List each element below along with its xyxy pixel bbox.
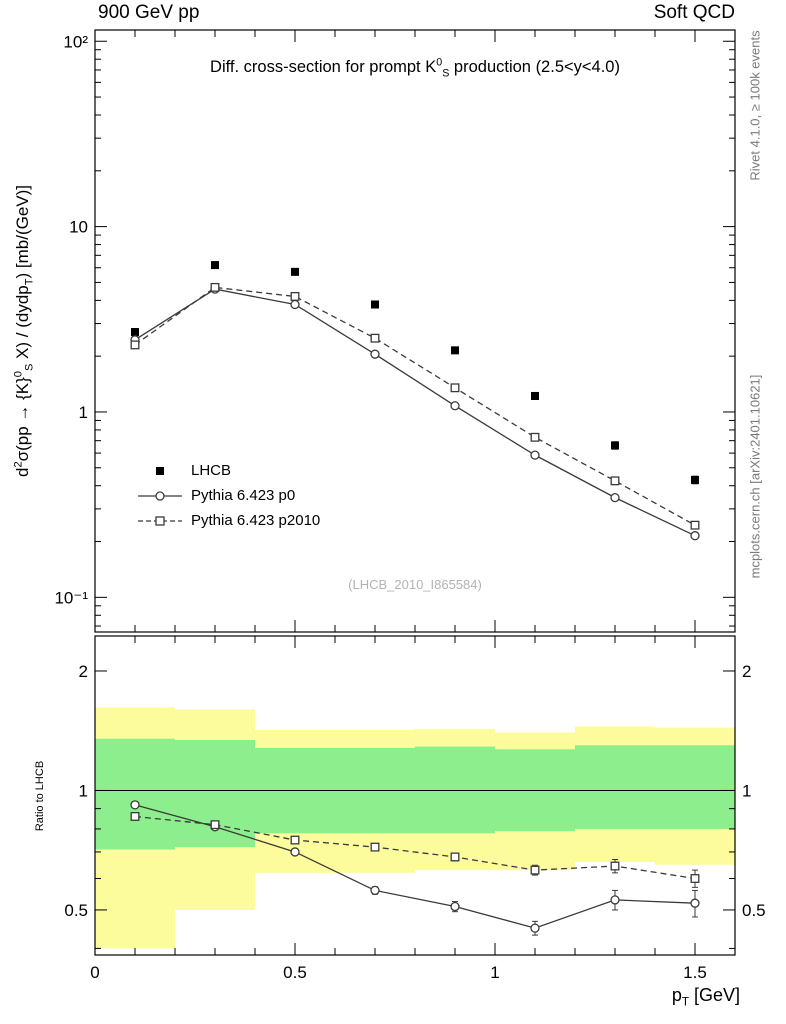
- ratio-y-axis-label-wrap: Ratio to LHCB: [28, 636, 52, 955]
- data-point: [531, 391, 539, 400]
- data-point: [210, 282, 220, 292]
- data-point: [610, 861, 620, 871]
- tick-label: 1: [490, 963, 499, 982]
- analysis-id-watermark: (LHCB_2010_I865584): [348, 577, 482, 592]
- y-axis-label: d2σ(pp → {K}0S X) / (dydpT) [mb/(GeV)]: [12, 184, 36, 478]
- ratio-panel-frame: [94, 635, 736, 956]
- legend: LHCB Pythia 6.423 p0 Pythia 6.423 p2010: [138, 458, 320, 533]
- legend-item-pythia-p0: Pythia 6.423 p0: [138, 483, 320, 508]
- uncertainty-bands: [95, 707, 735, 949]
- data-point: [530, 432, 540, 442]
- data-point: [611, 441, 619, 450]
- tick-labels: 10² 10 1 10⁻¹ 2 2 1 1 0.5 0.5 0 0.5 1 1.5: [54, 32, 765, 982]
- tick-label: 0.5: [283, 963, 307, 982]
- series-pythia-6-423-p2010: [130, 282, 700, 530]
- data-point: [370, 349, 380, 359]
- data-point: [290, 835, 300, 845]
- data-point: [691, 475, 699, 484]
- legend-item-pythia-p2010: Pythia 6.423 p2010: [138, 508, 320, 533]
- rivet-version-note: Rivet 4.1.0, ≥ 100k events: [747, 29, 763, 181]
- legend-label-pythia-p0: Pythia 6.423 p0: [191, 487, 296, 504]
- legend-label-lhcb: LHCB: [191, 462, 232, 479]
- data-point: [610, 492, 620, 503]
- filled-square-marker-icon: [156, 466, 164, 475]
- legend-item-lhcb: LHCB: [138, 458, 320, 483]
- plot-title: Diff. cross-section for prompt K0S produ…: [210, 56, 620, 80]
- rivet-note-wrap: Rivet 4.1.0, ≥ 100k events: [740, 30, 770, 180]
- tick-label: 0.5: [742, 901, 766, 920]
- ratio-y-axis-label: Ratio to LHCB: [34, 760, 46, 831]
- data-point: [370, 885, 380, 896]
- tick-label: 0: [90, 963, 99, 982]
- data-point: [690, 520, 700, 530]
- data-point: [370, 842, 380, 852]
- data-point: [450, 852, 460, 862]
- data-point: [610, 476, 620, 486]
- data-point: [370, 333, 380, 343]
- tick-label: 10: [69, 218, 88, 237]
- data-point: [450, 383, 460, 393]
- tick-label: 2: [79, 662, 88, 681]
- data-point: [211, 261, 219, 270]
- data-point: [371, 300, 379, 309]
- data-point: [450, 401, 460, 411]
- tick-label: 1.5: [683, 963, 707, 982]
- data-point: [690, 898, 700, 908]
- series-pythia-6-423-p2010: [130, 812, 700, 888]
- solid-line-open-circle-marker-icon: [138, 490, 182, 501]
- tick-label: 0.5: [64, 901, 88, 920]
- y-axis-label-wrap: d2σ(pp → {K}0S X) / (dydpT) [mb/(GeV)]: [2, 30, 44, 632]
- data-point: [530, 450, 540, 460]
- tick-label: 1: [79, 403, 88, 422]
- inner-uncertainty-band: [95, 738, 175, 850]
- data-point: [690, 531, 700, 541]
- tick-label: 10⁻¹: [54, 588, 88, 607]
- mcplots-note-wrap: mcplots.cern.ch [arXiv:2401.10621]: [740, 320, 770, 632]
- inner-uncertainty-band: [575, 745, 655, 829]
- mcplots-note: mcplots.cern.ch [arXiv:2401.10621]: [747, 374, 763, 578]
- data-point: [130, 800, 140, 810]
- data-point: [210, 820, 220, 830]
- beam-info: 900 GeV pp: [98, 2, 200, 23]
- data-point: [451, 346, 459, 355]
- data-point: [450, 901, 460, 912]
- tick-label: 10²: [63, 32, 88, 51]
- tick-label: 1: [742, 781, 751, 800]
- data-point: [290, 847, 300, 857]
- tick-label: 2: [742, 662, 751, 681]
- data-point: [130, 340, 140, 350]
- data-point: [690, 874, 700, 883]
- tick-label: 1: [79, 781, 88, 800]
- data-point: [290, 299, 300, 310]
- data-point: [610, 895, 620, 905]
- data-point: [130, 812, 140, 821]
- dashed-line-open-square-marker-icon: [138, 515, 182, 526]
- inner-uncertainty-band: [415, 746, 495, 834]
- data-point: [291, 267, 299, 276]
- inner-uncertainty-band: [655, 745, 735, 829]
- data-point: [530, 923, 540, 933]
- series-lhcb: [131, 261, 699, 485]
- process-group: Soft QCD: [653, 2, 735, 23]
- data-point: [131, 328, 139, 337]
- data-point: [530, 865, 540, 875]
- legend-label-pythia-p2010: Pythia 6.423 p2010: [191, 512, 321, 529]
- data-point: [290, 291, 300, 301]
- main-panel-frame: [94, 29, 736, 633]
- x-axis-label: pT [GeV]: [671, 985, 740, 1009]
